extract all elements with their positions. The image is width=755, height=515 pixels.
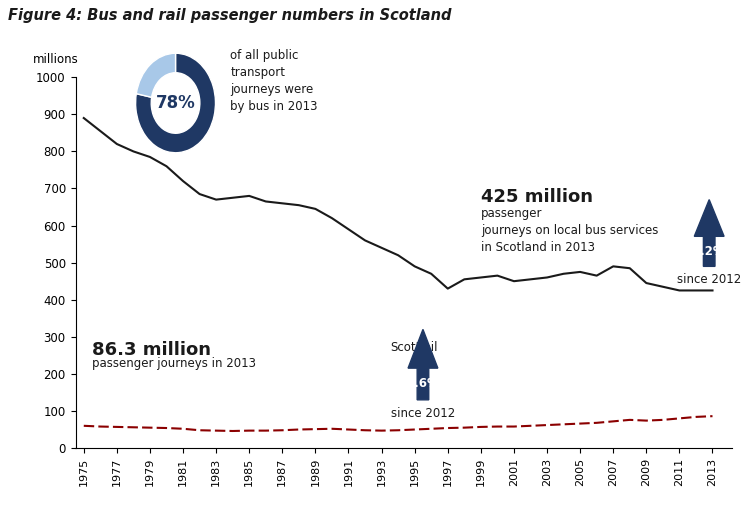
Rail xyxy=(543,422,552,428)
Rail xyxy=(211,427,220,434)
Local Bus xyxy=(575,269,584,275)
Local Bus xyxy=(526,276,535,282)
Rail xyxy=(708,413,717,419)
Local Bus xyxy=(294,202,304,208)
Rail xyxy=(526,423,535,429)
Local Bus xyxy=(460,276,469,282)
Local Bus xyxy=(211,197,220,203)
Rail xyxy=(675,415,684,421)
Rail xyxy=(658,417,667,423)
Local Bus xyxy=(361,237,370,244)
Rail xyxy=(278,427,287,433)
Local Bus xyxy=(658,284,667,290)
Local Bus xyxy=(129,148,138,154)
Local Bus xyxy=(559,271,568,277)
Rail xyxy=(692,414,701,420)
Local Bus xyxy=(162,163,171,169)
Rail xyxy=(96,423,105,430)
Local Bus xyxy=(510,278,519,284)
Text: millions: millions xyxy=(32,53,79,66)
Local Bus xyxy=(195,191,204,197)
Rail xyxy=(427,426,436,432)
Local Bus xyxy=(642,280,651,286)
Local Bus xyxy=(261,198,270,204)
Rail xyxy=(344,426,353,433)
Text: 86.3 million: 86.3 million xyxy=(92,340,211,358)
Text: 0.2%: 0.2% xyxy=(693,245,726,258)
Rail xyxy=(294,426,304,433)
Rail xyxy=(178,426,187,432)
Local Bus xyxy=(625,265,634,271)
Text: 78%: 78% xyxy=(156,94,196,112)
Local Bus xyxy=(112,141,122,147)
Line: Local Bus: Local Bus xyxy=(84,118,713,290)
Rail xyxy=(476,424,485,430)
Local Bus xyxy=(692,287,701,294)
Rail xyxy=(311,426,320,432)
Rail xyxy=(162,425,171,431)
Text: ScotRail: ScotRail xyxy=(390,340,437,353)
Rail xyxy=(361,427,370,433)
Text: passenger journeys in 2013: passenger journeys in 2013 xyxy=(92,357,256,370)
Local Bus xyxy=(96,128,105,134)
Rail xyxy=(112,424,122,430)
Text: of all public
transport
journeys were
by bus in 2013: of all public transport journeys were by… xyxy=(230,49,318,113)
Rail xyxy=(261,427,270,434)
Rail xyxy=(575,420,584,426)
Local Bus xyxy=(708,287,717,294)
Rail xyxy=(79,423,88,429)
Rail xyxy=(625,417,634,423)
Local Bus xyxy=(228,195,237,201)
Rail xyxy=(493,423,502,430)
Polygon shape xyxy=(408,330,438,400)
Rail xyxy=(146,424,155,431)
Local Bus xyxy=(344,226,353,232)
Rail xyxy=(443,425,452,431)
Local Bus xyxy=(543,274,552,281)
Rail xyxy=(592,420,601,426)
Text: 3.6%: 3.6% xyxy=(407,377,439,390)
Local Bus xyxy=(493,272,502,279)
Rail xyxy=(328,426,337,432)
Rail xyxy=(195,427,204,433)
Local Bus xyxy=(675,287,684,294)
Rail xyxy=(460,424,469,431)
Rail xyxy=(245,427,254,434)
Wedge shape xyxy=(137,53,175,97)
Local Bus xyxy=(393,252,402,259)
Local Bus xyxy=(311,206,320,212)
Local Bus xyxy=(278,200,287,207)
Rail xyxy=(609,418,618,424)
Local Bus xyxy=(609,263,618,269)
Line: Rail: Rail xyxy=(84,416,713,431)
Text: Figure 4: Bus and rail passenger numbers in Scotland: Figure 4: Bus and rail passenger numbers… xyxy=(8,8,451,23)
Rail xyxy=(393,427,402,433)
Rail xyxy=(228,428,237,434)
Local Bus xyxy=(427,271,436,277)
Text: since 2012: since 2012 xyxy=(677,273,741,286)
Text: since 2012: since 2012 xyxy=(391,406,455,420)
Local Bus xyxy=(79,115,88,121)
Local Bus xyxy=(592,272,601,279)
Local Bus xyxy=(410,263,419,269)
Rail xyxy=(510,423,519,430)
Polygon shape xyxy=(695,200,724,266)
Local Bus xyxy=(476,274,485,281)
Wedge shape xyxy=(136,53,215,153)
Text: 425 million: 425 million xyxy=(481,188,593,207)
Text: passenger
journeys on local bus services
in Scotland in 2013: passenger journeys on local bus services… xyxy=(481,207,658,254)
Rail xyxy=(129,424,138,431)
Rail xyxy=(377,427,386,434)
Rail xyxy=(410,426,419,433)
Local Bus xyxy=(377,245,386,251)
Local Bus xyxy=(146,154,155,160)
Local Bus xyxy=(245,193,254,199)
Rail xyxy=(642,418,651,424)
Local Bus xyxy=(328,215,337,221)
Local Bus xyxy=(443,285,452,291)
Local Bus xyxy=(178,178,187,184)
Rail xyxy=(559,421,568,427)
